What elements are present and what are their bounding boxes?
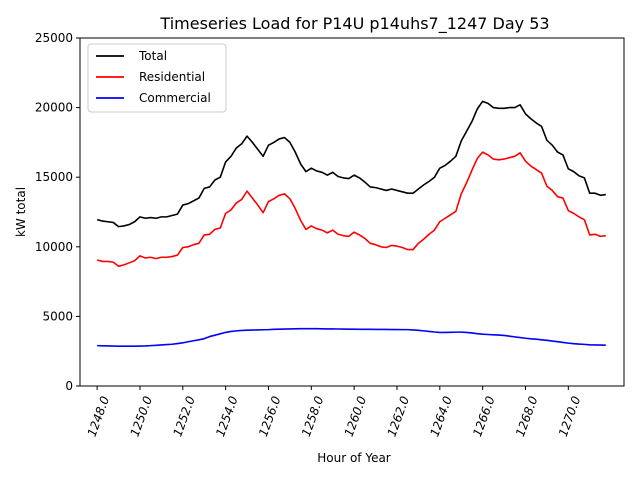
series-line-total: [96, 100, 606, 228]
y-axis-label: kW total: [14, 187, 28, 237]
series-layer: [96, 100, 606, 347]
y-tick-label: 5000: [42, 309, 73, 323]
plot-frame: [79, 37, 625, 387]
chart-title: Timeseries Load for P14U p14uhs7_1247 Da…: [159, 14, 549, 34]
legend-box: [87, 43, 227, 113]
series-line-commercial: [97, 327, 606, 347]
legend-label-residential: Residential: [139, 70, 205, 84]
y-tick-label: 15000: [35, 170, 73, 184]
legend-label-commercial: Commercial: [139, 91, 211, 105]
y-tick-label: 0: [65, 379, 73, 393]
series-line-residential: [96, 151, 606, 268]
legend: Total Residential Commercial: [87, 43, 227, 113]
y-tick-label: 10000: [35, 240, 73, 254]
y-tick-label: 25000: [35, 31, 73, 45]
y-axis-ticks: 0 5000 10000 15000 20000 25000: [35, 31, 80, 393]
y-tick-label: 20000: [35, 101, 73, 115]
x-axis-label: Hour of Year: [317, 451, 391, 465]
legend-label-total: Total: [138, 49, 167, 63]
